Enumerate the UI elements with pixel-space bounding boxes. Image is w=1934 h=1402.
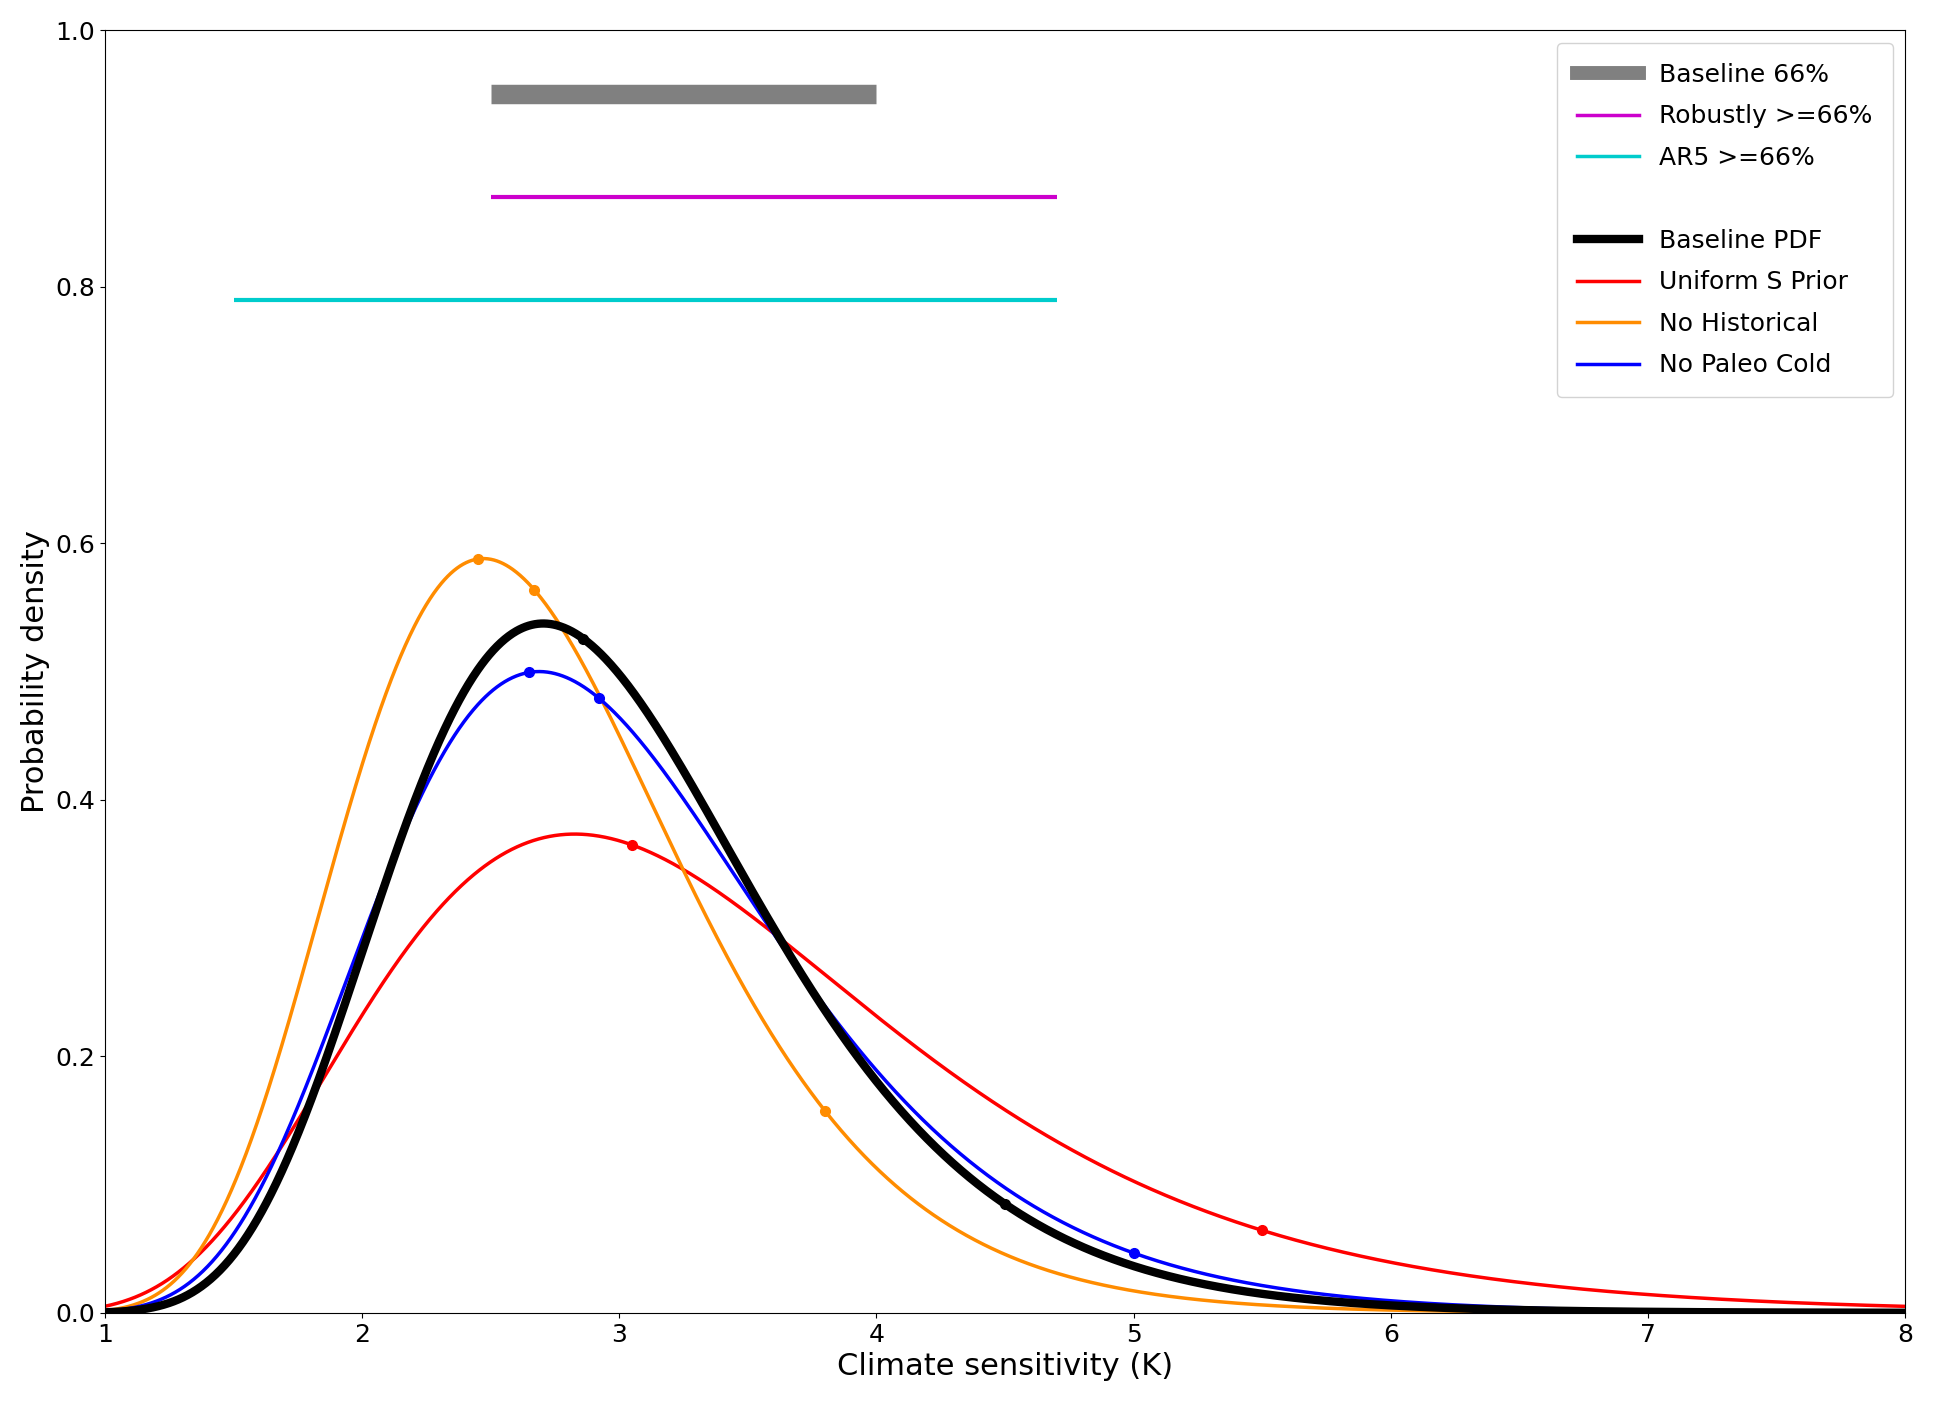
Y-axis label: Probability density: Probability density: [21, 530, 50, 813]
X-axis label: Climate sensitivity (K): Climate sensitivity (K): [837, 1352, 1174, 1381]
Legend: Baseline 66%, Robustly >=66%, AR5 >=66%, , Baseline PDF, Uniform S Prior, No His: Baseline 66%, Robustly >=66%, AR5 >=66%,…: [1557, 43, 1893, 397]
